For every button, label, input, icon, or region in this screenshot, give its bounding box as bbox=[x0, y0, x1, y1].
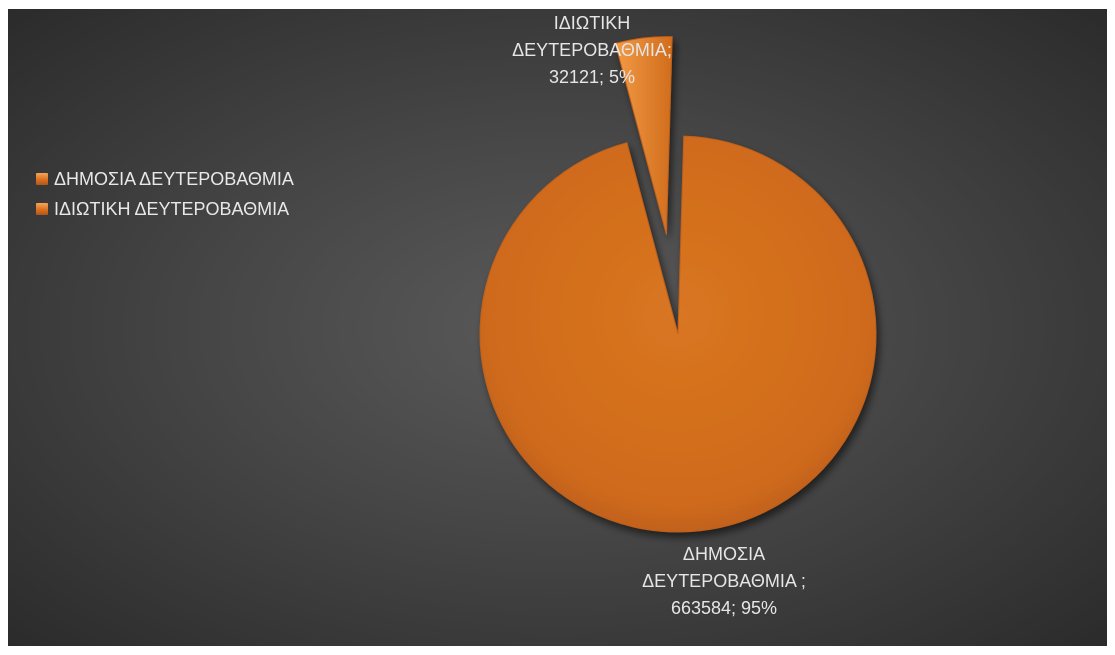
legend-item-private: ΙΔΙΩΤΙΚΗ ΔΕΥΤΕΡΟΒΑΘΜΙΑ bbox=[36, 194, 294, 224]
data-label-private: ΙΔΙΩΤΙΚΗ ΔΕΥΤΕΡΟΒΑΘΜΙΑ; 32121; 5% bbox=[492, 10, 692, 91]
chart-area: ΔΗΜΟΣΙΑ ΔΕΥΤΕΡΟΒΑΘΜΙΑ ΙΔΙΩΤΙΚΗ ΔΕΥΤΕΡΟΒΑ… bbox=[8, 9, 1107, 646]
pie-slices bbox=[479, 36, 877, 533]
data-label-line: ΔΕΥΤΕΡΟΒΑΘΜΙΑ; bbox=[512, 40, 672, 60]
data-label-line: 32121; 5% bbox=[548, 67, 636, 87]
pie-slice-private bbox=[614, 36, 673, 235]
pie-chart bbox=[479, 36, 877, 533]
legend-label: ΙΔΙΩΤΙΚΗ ΔΕΥΤΕΡΟΒΑΘΜΙΑ bbox=[54, 198, 290, 219]
pie-slice-public bbox=[479, 135, 877, 533]
data-label-line: ΔΗΜΟΣΙΑ bbox=[682, 544, 766, 564]
legend-item-public: ΔΗΜΟΣΙΑ ΔΕΥΤΕΡΟΒΑΘΜΙΑ bbox=[36, 164, 294, 194]
legend-swatch-icon bbox=[36, 203, 48, 215]
legend-label: ΔΗΜΟΣΙΑ ΔΕΥΤΕΡΟΒΑΘΜΙΑ bbox=[54, 168, 294, 189]
data-label-line: ΙΔΙΩΤΙΚΗ bbox=[553, 13, 631, 33]
data-label-line: 663584; 95% bbox=[670, 598, 778, 618]
chart-legend: ΔΗΜΟΣΙΑ ΔΕΥΤΕΡΟΒΑΘΜΙΑ ΙΔΙΩΤΙΚΗ ΔΕΥΤΕΡΟΒΑ… bbox=[36, 164, 294, 224]
data-label-line: ΔΕΥΤΕΡΟΒΑΘΜΙΑ ; bbox=[642, 571, 806, 591]
data-label-public: ΔΗΜΟΣΙΑ ΔΕΥΤΕΡΟΒΑΘΜΙΑ ; 663584; 95% bbox=[624, 541, 824, 622]
legend-swatch-icon bbox=[36, 173, 48, 185]
